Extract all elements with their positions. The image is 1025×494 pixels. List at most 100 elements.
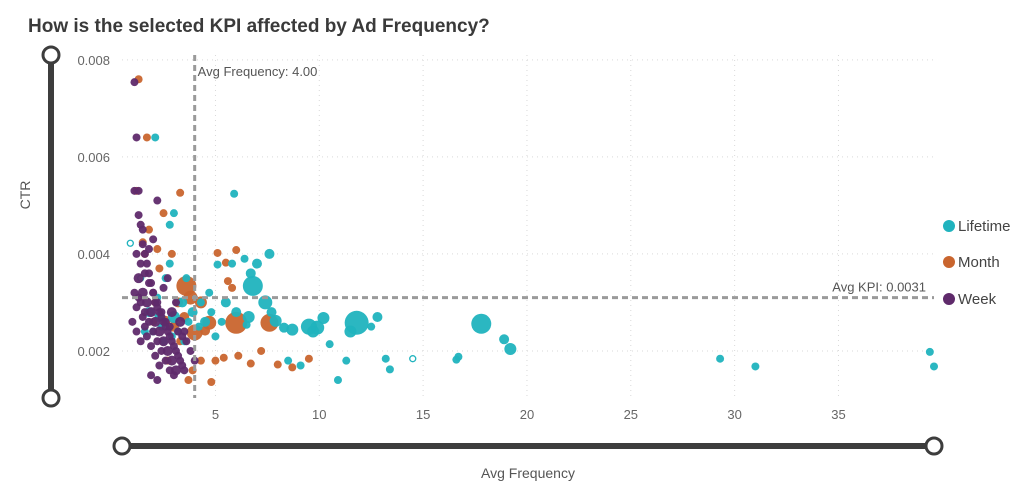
x-slider-left-handle[interactable] [112, 436, 132, 456]
data-point-lifetime[interactable] [296, 361, 305, 370]
data-point-lifetime[interactable] [381, 354, 390, 363]
data-point-lifetime[interactable] [504, 343, 517, 355]
data-point-week[interactable] [149, 327, 158, 336]
data-point-lifetime[interactable] [217, 317, 226, 326]
data-point-week[interactable] [141, 297, 152, 308]
data-point-week[interactable] [140, 269, 149, 278]
data-point-week[interactable] [154, 326, 165, 337]
data-point-month[interactable] [273, 360, 282, 369]
data-point-week[interactable] [149, 235, 158, 244]
data-point-week[interactable] [146, 307, 157, 318]
data-point-week[interactable] [136, 337, 145, 346]
data-point-lifetime[interactable] [499, 334, 510, 345]
data-point-week[interactable] [150, 316, 161, 327]
data-point-lifetime[interactable] [471, 313, 492, 334]
legend-item-month[interactable]: Month [943, 254, 1000, 271]
y-slider-bottom-handle[interactable] [41, 388, 61, 408]
data-point-lifetime[interactable] [242, 310, 255, 323]
data-point-lifetime[interactable] [220, 297, 231, 308]
data-point-week[interactable] [159, 283, 168, 292]
data-point-week[interactable] [132, 133, 141, 142]
data-point-month[interactable] [207, 377, 216, 386]
data-point-lifetime[interactable] [169, 209, 178, 218]
data-point-week[interactable] [136, 259, 145, 268]
data-point-lifetime[interactable] [278, 322, 289, 333]
data-point-lifetime[interactable] [213, 260, 222, 269]
data-point-week[interactable] [138, 225, 147, 234]
data-point-month[interactable] [176, 275, 197, 296]
data-point-lifetime[interactable] [284, 356, 293, 365]
data-point-week[interactable] [186, 346, 195, 355]
data-point-month[interactable] [153, 245, 162, 254]
data-point-month[interactable] [234, 351, 243, 360]
data-point-week[interactable] [162, 345, 173, 356]
data-point-lifetime[interactable] [409, 355, 417, 363]
data-point-week[interactable] [153, 376, 162, 385]
data-point-lifetime[interactable] [317, 311, 330, 324]
data-point-month[interactable] [196, 356, 205, 365]
data-point-week[interactable] [180, 366, 189, 375]
data-point-lifetime[interactable] [333, 376, 342, 385]
data-point-month[interactable] [176, 188, 185, 197]
data-point-month[interactable] [221, 258, 230, 267]
data-point-month[interactable] [144, 225, 153, 234]
data-point-week[interactable] [142, 259, 151, 268]
data-point-lifetime[interactable] [231, 307, 242, 318]
data-point-week[interactable] [155, 361, 164, 370]
data-point-week[interactable] [138, 312, 147, 321]
data-point-month[interactable] [167, 249, 176, 258]
data-point-month[interactable] [232, 246, 241, 255]
data-point-week[interactable] [133, 273, 144, 284]
data-point-lifetime[interactable] [925, 347, 934, 356]
data-point-month[interactable] [219, 353, 228, 362]
data-point-week[interactable] [161, 356, 170, 365]
data-point-month[interactable] [246, 359, 255, 368]
data-point-week[interactable] [153, 298, 162, 307]
data-point-lifetime[interactable] [716, 354, 725, 363]
data-point-week[interactable] [138, 240, 147, 249]
data-point-lifetime[interactable] [240, 254, 249, 263]
data-point-lifetime[interactable] [930, 362, 938, 371]
legend-item-lifetime[interactable]: Lifetime [943, 218, 1011, 235]
data-point-week[interactable] [166, 307, 177, 318]
data-point-lifetime[interactable] [165, 259, 174, 268]
data-point-week[interactable] [147, 342, 156, 351]
data-point-lifetime[interactable] [165, 220, 174, 229]
data-point-month[interactable] [223, 277, 232, 286]
data-point-week[interactable] [132, 249, 141, 258]
data-point-month[interactable] [213, 248, 222, 257]
data-point-lifetime[interactable] [211, 332, 220, 341]
data-point-lifetime[interactable] [251, 258, 262, 269]
data-point-week[interactable] [130, 78, 139, 87]
data-point-month[interactable] [288, 363, 297, 372]
data-point-week[interactable] [166, 355, 177, 366]
data-point-week[interactable] [140, 322, 149, 331]
data-point-week[interactable] [130, 186, 139, 195]
legend-item-week[interactable]: Week [943, 291, 997, 308]
data-point-lifetime[interactable] [385, 365, 394, 374]
data-point-lifetime[interactable] [245, 268, 256, 279]
data-point-lifetime[interactable] [196, 298, 205, 307]
data-point-week[interactable] [153, 337, 162, 346]
data-point-lifetime[interactable] [205, 288, 214, 297]
data-point-week[interactable] [182, 337, 191, 346]
data-point-lifetime[interactable] [200, 316, 211, 327]
data-point-lifetime[interactable] [207, 308, 216, 317]
data-point-week[interactable] [175, 316, 186, 327]
data-point-month[interactable] [159, 209, 168, 218]
data-point-lifetime[interactable] [300, 318, 317, 335]
data-point-week[interactable] [163, 274, 172, 283]
data-point-month[interactable] [211, 356, 220, 365]
data-point-week[interactable] [128, 317, 137, 326]
data-point-lifetime[interactable] [242, 320, 251, 329]
data-point-lifetime[interactable] [372, 311, 383, 322]
data-point-lifetime[interactable] [177, 297, 188, 308]
data-point-week[interactable] [149, 288, 158, 297]
data-point-lifetime[interactable] [228, 259, 237, 268]
data-point-month[interactable] [228, 283, 237, 292]
data-point-month[interactable] [155, 264, 164, 273]
x-slider-right-handle[interactable] [924, 436, 944, 456]
data-point-lifetime[interactable] [194, 322, 203, 331]
data-point-week[interactable] [157, 308, 166, 317]
data-point-week[interactable] [165, 322, 174, 331]
